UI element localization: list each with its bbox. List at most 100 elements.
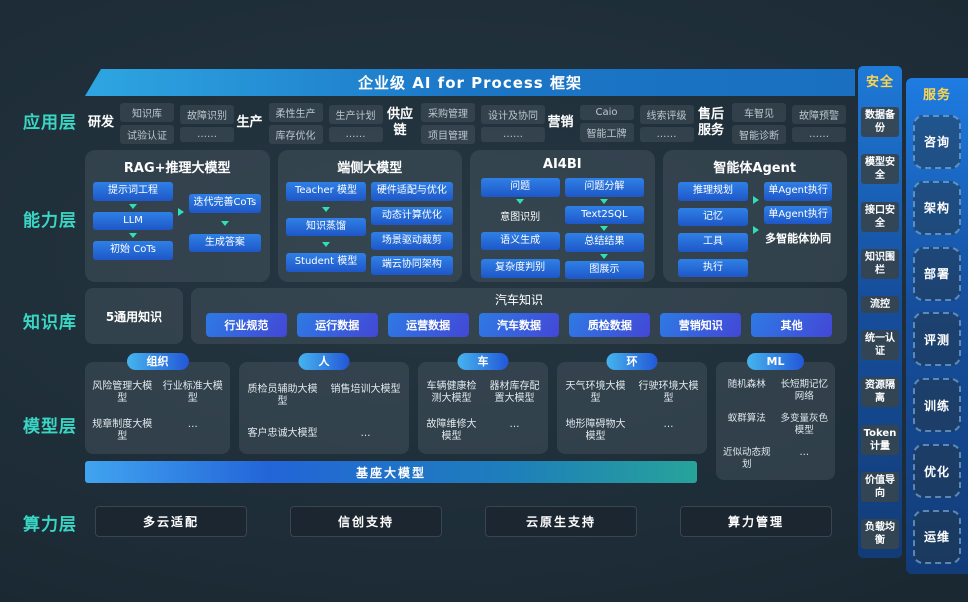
service-header: 服务: [922, 88, 951, 103]
node: 执行: [677, 258, 749, 277]
arrow-down-icon: [129, 233, 138, 238]
node: Teacher 模型: [286, 182, 366, 201]
node: 知识蒸馏: [286, 217, 366, 236]
general-knowledge-label: 5通用知识: [105, 309, 163, 324]
page-title: 企业级 AI for Process 框架: [358, 74, 582, 92]
model-box-people: 人 质检员辅助大模型 销售培训大模型 客户忠诚大模型 …: [239, 353, 409, 454]
compute-item-cloudnative: 云原生支持: [485, 506, 637, 537]
app-chip: 车智见: [731, 102, 786, 122]
app-group-aftersales: 售后服务 车智见 智能诊断 故障预警 ……: [696, 102, 846, 144]
pill-label: ML: [746, 353, 805, 370]
security-item: 数据备份: [861, 107, 899, 138]
app-chip: 设计及协同: [481, 104, 545, 124]
app-group-label: 研发: [88, 115, 115, 131]
node: 硬件适配与优化: [370, 182, 454, 201]
service-item: 部署: [913, 246, 961, 301]
node: Text2SQL: [564, 205, 644, 224]
security-item: 流控: [861, 295, 899, 313]
compute-item-management: 算力管理: [680, 506, 832, 537]
app-chip: 库存优化: [268, 124, 323, 144]
foundation-model-label: 基座大模型: [355, 465, 426, 480]
node: 迭代完善CoTs: [188, 194, 262, 213]
automotive-knowledge-title: 汽车知识: [494, 293, 543, 307]
model-item: 器材库存配置大模型: [489, 380, 540, 405]
arrow-down-icon: [600, 198, 609, 204]
app-chip: 故障识别: [180, 104, 235, 124]
app-chip: Caio: [579, 104, 634, 120]
layer-label-compute: 算力层: [23, 515, 77, 535]
application-layer-row: 研发 知识库 试验认证 故障识别 …… 生产 柔性生产 库存优化 生产计划 ………: [88, 99, 846, 147]
layer-label-application: 应用层: [23, 113, 77, 133]
node: 工具: [677, 233, 749, 252]
app-chip: ……: [639, 126, 694, 142]
service-item: 咨询: [913, 114, 961, 169]
model-item: 故障维修大模型: [426, 418, 477, 443]
app-chip: 项目管理: [421, 124, 475, 144]
arrow-down-icon: [321, 206, 330, 212]
service-column: 服务 咨询 架构 部署 评测 训练 优化 运维: [906, 78, 968, 574]
arrow-down-icon: [600, 253, 609, 259]
layer-label-model: 模型层: [23, 417, 77, 437]
app-group-label: 营销: [547, 115, 574, 131]
pill-label: 组织: [126, 353, 189, 370]
app-chip: 生产计划: [328, 104, 383, 124]
security-item: 模型安全: [861, 154, 899, 185]
app-chip: ……: [481, 126, 545, 142]
model-item: 天气环境大模型: [565, 380, 626, 405]
app-chip: 知识库: [120, 102, 175, 122]
model-item: 行业标准大模型: [162, 380, 223, 405]
node: 生成答案: [188, 233, 262, 252]
model-item: 随机森林: [727, 379, 766, 391]
model-item: …: [799, 447, 809, 459]
node: 推理规划: [677, 182, 749, 201]
arrow-down-icon: [220, 220, 229, 226]
model-box-environment: 环 天气环境大模型 行驶环境大模型 地形障碍物大模型 …: [557, 353, 707, 454]
knowledge-chip: 汽车数据: [478, 313, 560, 337]
node: 语义生成: [480, 231, 560, 250]
arrow-right-icon: [753, 196, 760, 204]
knowledge-chip: 营销知识: [660, 313, 742, 337]
arrow-down-icon: [516, 198, 525, 204]
service-item: 架构: [913, 180, 961, 235]
security-item: 统一认证: [861, 330, 899, 361]
app-group-rd: 研发 知识库 试验认证 故障识别 ……: [88, 102, 235, 144]
app-group-label: 售后服务: [697, 107, 724, 138]
compute-item-xinchuang: 信创支持: [290, 506, 442, 537]
arrow-down-icon: [600, 226, 609, 231]
node: 单Agent执行: [764, 182, 832, 201]
app-group-marketing: 营销 Caio 智能工牌 线索评级 ……: [547, 104, 694, 142]
compute-layer-row: 多云适配 信创支持 云原生支持 算力管理: [95, 506, 832, 537]
app-group-supply-chain: 供应链 采购管理 项目管理 设计及协同 ……: [385, 102, 545, 144]
model-item: 近似动态规划: [722, 447, 771, 470]
node: 端云协同架构: [370, 256, 454, 275]
knowledge-chip: 质检数据: [569, 313, 651, 337]
app-chip: ……: [180, 126, 235, 142]
model-item: …: [663, 418, 674, 430]
security-column: 安全 数据备份 模型安全 接口安全 知识围栏 流控 统一认证 资源隔离 Toke…: [858, 66, 902, 558]
app-group-label: 供应链: [386, 107, 413, 138]
box-title: 智能体Agent: [713, 161, 797, 176]
arrow-down-icon: [321, 242, 330, 247]
model-layer-row: 组织 风险管理大模型 行业标准大模型 规章制度大模型 … 人 质检员辅助大模型 …: [85, 353, 835, 482]
service-item: 优化: [913, 444, 961, 499]
service-item: 运维: [913, 509, 961, 564]
app-chip: ……: [791, 126, 846, 142]
knowledge-chip: 其他: [751, 313, 833, 337]
model-box-ml: ML 随机森林 长短期记忆网络 蚁群算法 多变量灰色模型 近似动态规划 …: [716, 353, 835, 480]
model-box-organization: 组织 风险管理大模型 行业标准大模型 规章制度大模型 …: [85, 353, 230, 454]
model-item: 风险管理大模型: [92, 380, 153, 405]
app-chip: 智能诊断: [731, 124, 786, 144]
pill-label: 车: [457, 353, 509, 370]
security-item: 知识围栏: [861, 248, 899, 279]
model-item: 行驶环境大模型: [638, 380, 699, 405]
node: 提示词工程: [93, 182, 173, 201]
node: 问题: [480, 178, 560, 197]
app-chip: ……: [328, 126, 383, 142]
service-item: 评测: [913, 312, 961, 367]
multi-agent-note: 多智能体协同: [765, 232, 832, 245]
model-item: …: [509, 418, 520, 430]
capability-box-agent: 智能体Agent 推理规划 记忆 工具 执行 单Agent执行 单Agent执行…: [662, 150, 847, 282]
node: 问题分解: [564, 178, 644, 197]
knowledge-chip: 行业规范: [206, 313, 287, 337]
node: LLM: [93, 211, 173, 230]
